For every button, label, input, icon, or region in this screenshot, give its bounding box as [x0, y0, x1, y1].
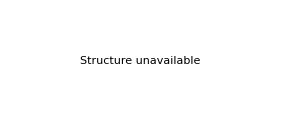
Text: Structure unavailable: Structure unavailable: [80, 56, 201, 66]
